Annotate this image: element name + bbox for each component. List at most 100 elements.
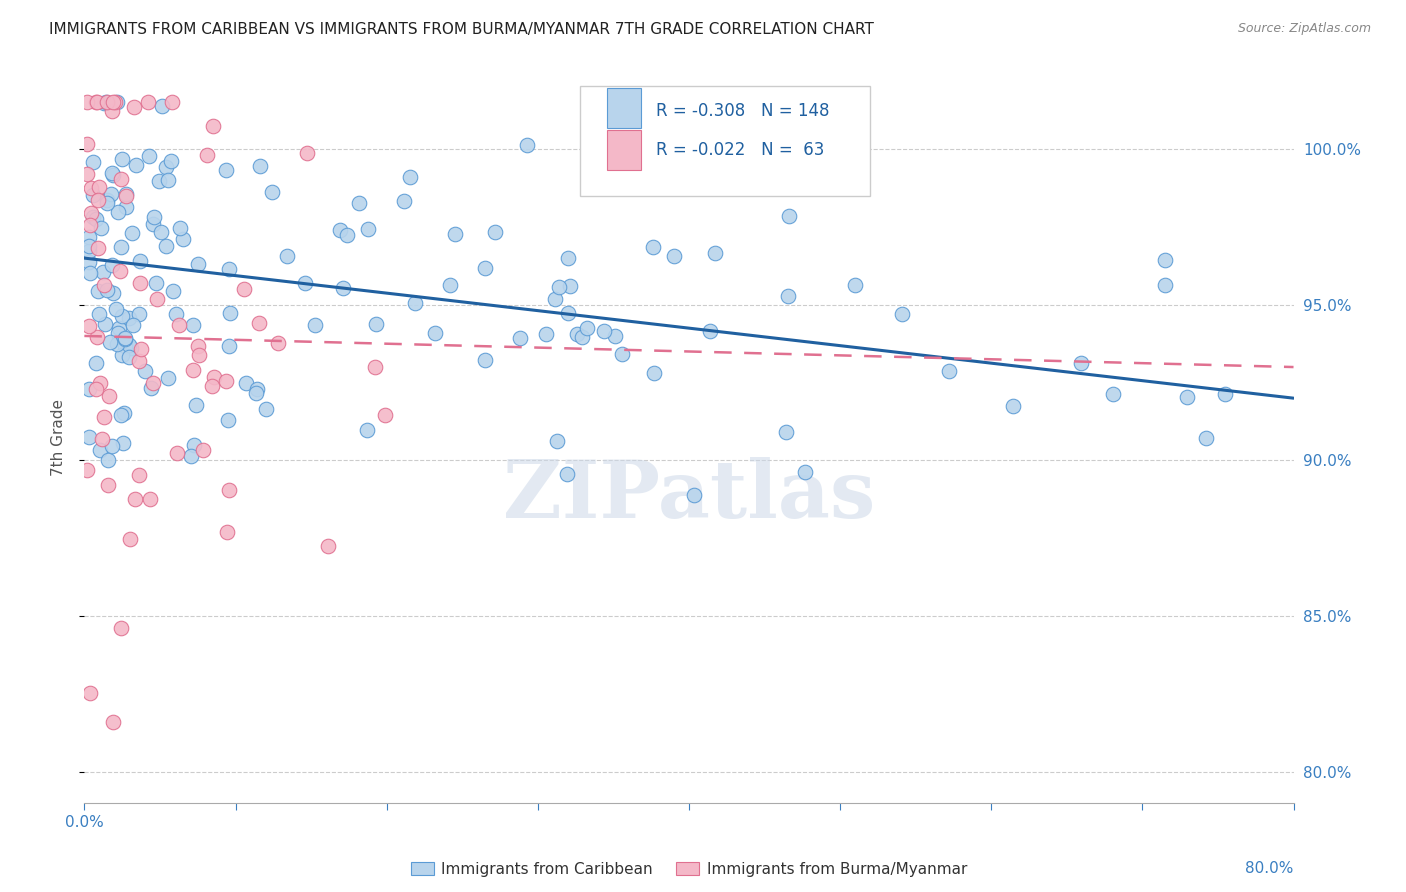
- Point: [111, 153, 134, 167]
- Point: [349, 196, 371, 211]
- Point: [145, 293, 167, 307]
- Point: [110, 172, 132, 186]
- Point: [87, 307, 110, 321]
- Point: [114, 331, 136, 345]
- FancyBboxPatch shape: [607, 88, 641, 128]
- Point: [567, 326, 589, 341]
- Point: [79, 219, 101, 233]
- Point: [120, 532, 142, 546]
- Point: [93, 95, 115, 110]
- Point: [142, 376, 165, 391]
- Point: [775, 425, 797, 439]
- Point: [97, 477, 120, 491]
- Point: [112, 406, 135, 420]
- Point: [180, 449, 202, 463]
- Point: [246, 382, 269, 396]
- Point: [1070, 356, 1092, 370]
- Point: [187, 339, 209, 353]
- Point: [844, 278, 866, 293]
- Point: [80, 205, 103, 219]
- Point: [148, 174, 170, 188]
- Point: [218, 483, 240, 497]
- Point: [103, 168, 125, 182]
- Point: [193, 442, 215, 457]
- Point: [548, 279, 571, 293]
- Point: [423, 326, 446, 341]
- Point: [101, 439, 124, 453]
- Point: [128, 277, 150, 291]
- Point: [77, 254, 100, 268]
- Point: [101, 104, 124, 119]
- Point: [91, 265, 114, 279]
- Point: [89, 180, 111, 194]
- Point: [218, 262, 240, 277]
- Point: [662, 249, 685, 263]
- Point: [87, 241, 110, 255]
- Point: [93, 410, 115, 425]
- Point: [938, 363, 960, 377]
- Point: [316, 539, 339, 553]
- Point: [124, 491, 146, 506]
- Point: [128, 468, 150, 483]
- Point: [215, 162, 238, 177]
- Point: [404, 296, 426, 310]
- Text: R = -0.022   N =  63: R = -0.022 N = 63: [657, 141, 825, 160]
- Point: [105, 95, 128, 110]
- Point: [122, 318, 145, 332]
- Point: [1102, 387, 1125, 401]
- Point: [162, 284, 184, 298]
- Point: [96, 195, 118, 210]
- Point: [1154, 278, 1177, 293]
- Point: [1001, 399, 1024, 413]
- Point: [188, 348, 211, 362]
- Point: [82, 154, 104, 169]
- Point: [201, 119, 224, 133]
- Point: [128, 307, 150, 321]
- Point: [195, 148, 218, 162]
- Point: [704, 246, 727, 260]
- Point: [218, 306, 240, 320]
- Point: [294, 276, 316, 290]
- Point: [118, 338, 141, 352]
- Point: [114, 338, 136, 352]
- Point: [77, 382, 100, 396]
- Text: 80.0%: 80.0%: [1246, 862, 1294, 876]
- Point: [129, 343, 152, 357]
- Point: [166, 446, 188, 460]
- Point: [392, 194, 415, 208]
- Legend: Immigrants from Caribbean, Immigrants from Burma/Myanmar: Immigrants from Caribbean, Immigrants fr…: [405, 855, 973, 883]
- Point: [79, 686, 101, 700]
- Point: [142, 211, 165, 225]
- Point: [111, 436, 134, 450]
- Point: [682, 488, 704, 502]
- Point: [575, 321, 598, 335]
- Point: [571, 329, 593, 343]
- Point: [82, 210, 104, 224]
- Point: [110, 348, 132, 362]
- Point: [93, 277, 115, 292]
- Point: [332, 281, 354, 295]
- Point: [103, 714, 125, 729]
- Point: [82, 187, 104, 202]
- Point: [643, 366, 665, 380]
- Point: [90, 221, 112, 235]
- Point: [125, 158, 148, 172]
- Point: [96, 193, 118, 207]
- Point: [187, 257, 209, 271]
- Point: [267, 336, 290, 351]
- Point: [160, 154, 183, 169]
- Point: [235, 376, 257, 390]
- Point: [108, 264, 131, 278]
- Point: [891, 307, 914, 321]
- Point: [336, 227, 359, 242]
- Point: [165, 307, 187, 321]
- Y-axis label: 7th Grade: 7th Grade: [51, 399, 66, 475]
- Point: [89, 442, 111, 457]
- Point: [86, 330, 108, 344]
- Point: [233, 282, 256, 296]
- Point: [139, 491, 162, 506]
- Point: [610, 347, 633, 361]
- Point: [295, 145, 318, 160]
- Point: [134, 364, 156, 378]
- Point: [77, 244, 100, 259]
